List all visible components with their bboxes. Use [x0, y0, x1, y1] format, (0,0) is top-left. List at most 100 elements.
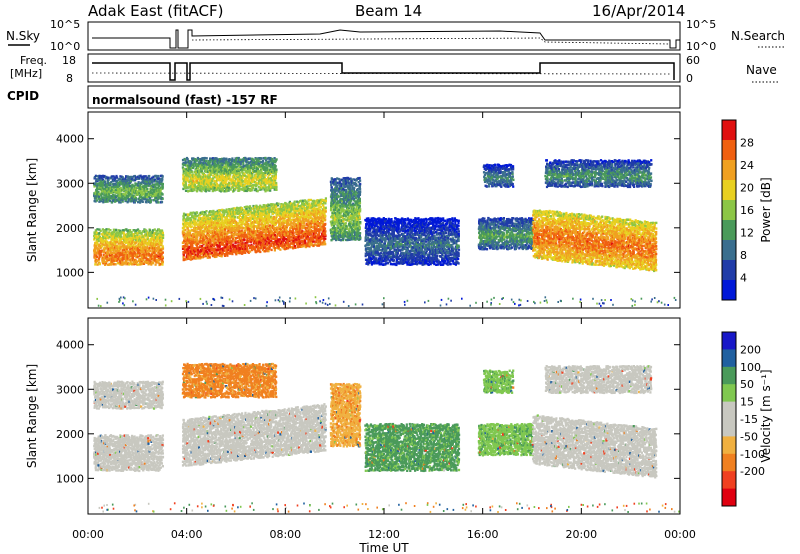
- power-cell: [244, 227, 247, 230]
- power-cell: [136, 185, 139, 189]
- power-cell: [154, 238, 157, 241]
- power-cell: [307, 237, 310, 240]
- power-cell: [306, 212, 309, 215]
- power-cell: [98, 243, 101, 246]
- power-cell: [302, 222, 305, 225]
- power-cell: [307, 213, 311, 216]
- power-cell: [151, 229, 154, 232]
- power-cell: [104, 238, 107, 242]
- power-cell: [265, 218, 268, 222]
- power-cell: [303, 212, 306, 216]
- power-cell: [267, 249, 270, 253]
- power-cell: [144, 249, 147, 252]
- power-cell: [262, 226, 265, 229]
- power-cell: [236, 247, 239, 250]
- power-cell: [146, 241, 149, 244]
- power-cell: [155, 253, 158, 256]
- power-cell: [290, 232, 293, 236]
- power-cell: [93, 236, 97, 240]
- power-cell: [321, 220, 324, 223]
- power-cell: [188, 254, 191, 258]
- power-cell: [247, 213, 250, 217]
- power-cell: [287, 243, 290, 246]
- power-cell: [263, 211, 266, 214]
- power-cell: [244, 247, 247, 250]
- power-cell: [271, 230, 274, 234]
- power-cell: [143, 237, 146, 241]
- power-cell: [231, 240, 234, 243]
- power-cell: [250, 226, 253, 229]
- power-cell: [140, 182, 143, 186]
- power-cell: [215, 217, 218, 221]
- power-cell: [182, 172, 185, 175]
- power-cell: [278, 244, 282, 247]
- power-cell: [130, 186, 134, 189]
- power-cell: [153, 239, 156, 242]
- power-cell: [148, 248, 151, 251]
- power-cell: [270, 248, 273, 252]
- power-cell: [289, 212, 292, 216]
- power-cell: [215, 216, 218, 219]
- power-cell: [193, 235, 196, 239]
- power-cell: [321, 198, 324, 202]
- power-cell: [253, 230, 256, 233]
- power-cell: [281, 208, 285, 212]
- power-cell: [102, 235, 105, 238]
- power-cell: [186, 232, 190, 235]
- power-cell: [114, 195, 118, 199]
- power-cell: [243, 206, 246, 209]
- power-cell: [233, 239, 236, 242]
- power-cell: [228, 218, 231, 222]
- power-cell: [228, 226, 231, 229]
- power-cell: [153, 192, 156, 196]
- power-cell: [109, 183, 112, 187]
- power-cell: [271, 221, 274, 225]
- power-cell: [209, 220, 212, 223]
- power-cell: [274, 235, 277, 238]
- power-cell: [218, 215, 221, 218]
- power-cell: [292, 246, 295, 249]
- power-cell: [205, 237, 208, 240]
- power-cell: [127, 233, 130, 236]
- power-cell: [264, 250, 267, 253]
- power-cell: [185, 161, 188, 164]
- power-cell: [159, 263, 162, 266]
- power-cell: [193, 220, 196, 223]
- power-cell: [247, 224, 250, 228]
- power-cell: [225, 208, 228, 211]
- power-cell: [95, 196, 98, 200]
- power-cell: [251, 220, 255, 224]
- power-cell: [190, 248, 193, 251]
- power-cell: [196, 227, 199, 231]
- power-cell: [266, 242, 269, 245]
- power-cell: [103, 229, 106, 232]
- power-cell: [187, 229, 190, 232]
- power-cell: [192, 219, 195, 223]
- freq-label: Freq.: [20, 54, 47, 67]
- power-cell: [259, 241, 262, 244]
- power-cell: [212, 209, 215, 213]
- power-cell: [296, 210, 299, 213]
- power-cell: [138, 232, 141, 235]
- power-cell: [225, 157, 228, 161]
- power-cell: [110, 234, 113, 237]
- power-cell: [264, 239, 267, 242]
- power-cell: [159, 229, 162, 232]
- power-cell: [143, 197, 146, 201]
- power-cell: [130, 175, 133, 179]
- power-cell: [146, 252, 149, 256]
- power-cell: [322, 241, 325, 244]
- power-cell: [142, 230, 145, 233]
- power-cell: [204, 241, 207, 245]
- power-cell: [307, 229, 310, 232]
- power-cell: [125, 175, 128, 178]
- power-cell: [143, 255, 146, 258]
- power-cell: [210, 244, 213, 248]
- power-cell: [216, 238, 219, 241]
- power-cell: [200, 212, 204, 215]
- power-cell: [138, 184, 141, 187]
- power-cell: [119, 201, 122, 204]
- power-cell: [124, 255, 127, 258]
- power-cell: [281, 212, 285, 215]
- nsky-panel: N.Sky 10^5 10^0 10^5 10^0 N.Search: [6, 18, 785, 53]
